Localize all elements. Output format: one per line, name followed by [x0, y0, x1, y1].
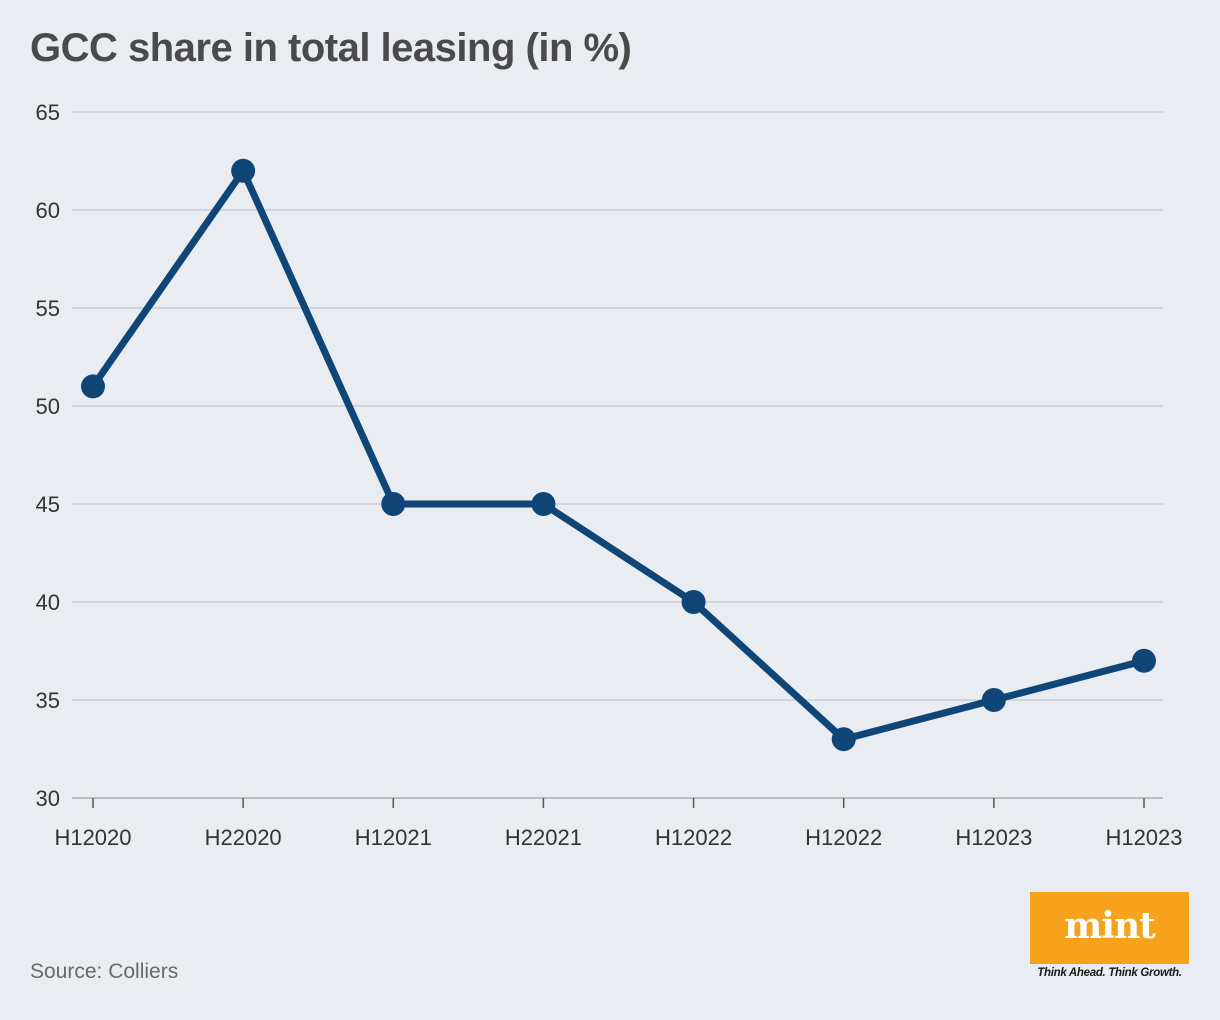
y-tick-label: 35 [36, 688, 60, 713]
data-point [231, 158, 256, 183]
y-tick-label: 30 [36, 786, 60, 811]
data-point [81, 374, 105, 399]
source-note: Source: Colliers [30, 960, 179, 983]
y-tick-label: 55 [36, 296, 60, 321]
y-tick-label: 60 [36, 198, 60, 223]
logo-wordmark: mint [1064, 905, 1156, 947]
y-tick-label: 50 [36, 394, 60, 419]
x-axis-ticks: H12020 H22020 H12021 H22021 H12022 H12022 H120… [54, 797, 1183, 850]
data-point [831, 727, 856, 752]
gridlines [72, 111, 1163, 701]
data-point [981, 688, 1006, 712]
y-tick-label: 45 [36, 492, 60, 517]
data-point [681, 590, 706, 614]
data-point [1132, 648, 1156, 673]
x-tick-label: H12023 [1105, 825, 1182, 850]
mint-logo: mint [1030, 892, 1189, 964]
y-axis-ticks: 30 35 40 45 50 55 60 65 [36, 100, 60, 811]
x-tick-label: H12023 [955, 825, 1032, 850]
data-point [381, 492, 406, 516]
x-tick-label: H12022 [805, 825, 882, 850]
x-tick-label: H12022 [655, 825, 732, 850]
x-tick-label: H12020 [54, 825, 131, 850]
series-line [89, 163, 1148, 744]
data-point [531, 492, 556, 516]
chart-title: GCC share in total leasing (in %) [30, 26, 632, 70]
x-tick-label: H22020 [205, 825, 282, 850]
y-tick-label: 40 [36, 590, 60, 615]
data-points [81, 158, 1156, 752]
y-tick-label: 65 [36, 100, 60, 125]
logo-tagline: Think Ahead. Think Growth. [1037, 967, 1182, 979]
series-polyline [89, 163, 1148, 744]
x-tick-label: H22021 [505, 825, 582, 850]
x-tick-label: H12021 [355, 825, 432, 850]
